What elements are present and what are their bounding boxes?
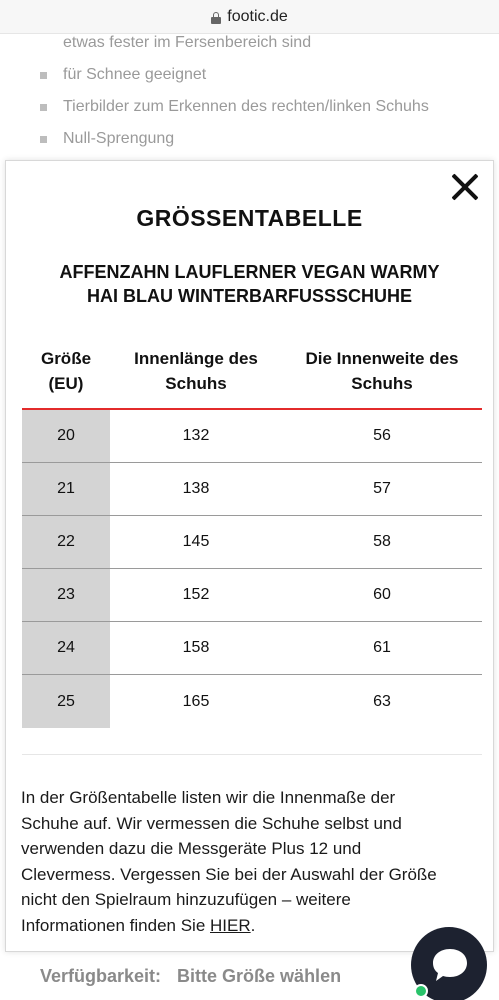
- availability-label: Verfügbarkeit:: [40, 966, 162, 986]
- browser-address-bar[interactable]: footic.de: [0, 0, 499, 34]
- bullet-icon: [40, 103, 47, 111]
- modal-title: GRÖSSENTABELLE: [136, 205, 363, 231]
- table-row: 25 165 63: [22, 675, 482, 728]
- length-cell: 145: [182, 533, 210, 550]
- length-cell: 132: [182, 427, 210, 444]
- header-divider: [22, 408, 482, 410]
- feature-text-continued: etwas fester im Fersenbereich sind: [63, 34, 312, 51]
- length-cell: 152: [182, 586, 210, 603]
- width-cell: 63: [373, 692, 391, 710]
- section-divider: [22, 754, 482, 755]
- table-row: 23 152 60: [22, 569, 482, 622]
- width-cell: 58: [373, 533, 391, 550]
- column-header-inner-length: Innenlänge des Schuhs: [134, 349, 258, 393]
- close-icon[interactable]: [450, 172, 480, 202]
- bullet-icon: [40, 71, 47, 79]
- table-row: 20 132 56: [22, 410, 482, 463]
- length-cell: 138: [182, 480, 210, 497]
- size-cell: 23: [22, 569, 110, 621]
- product-name: AFFENZAHN LAUFLERNER VEGAN WARMY HAI BLA…: [59, 262, 440, 306]
- bullet-icon: [40, 135, 47, 143]
- availability-value: Bitte Größe wählen: [177, 966, 342, 986]
- more-info-link[interactable]: HIER: [210, 915, 251, 935]
- width-cell: 60: [373, 586, 391, 603]
- feature-bullet: Null-Sprengung: [40, 130, 174, 148]
- url-text[interactable]: footic.de: [227, 7, 288, 25]
- width-cell: 57: [373, 480, 391, 497]
- lock-icon: [211, 11, 222, 24]
- size-cell: 24: [22, 622, 110, 674]
- size-cell: 22: [22, 516, 110, 568]
- table-row: 21 138 57: [22, 463, 482, 516]
- chat-bubble-icon: [433, 949, 467, 981]
- length-cell: 158: [182, 639, 210, 656]
- size-chart-description: In der Größentabelle listen wir die Inne…: [21, 788, 437, 935]
- size-cell: 21: [22, 463, 110, 515]
- length-cell: 165: [182, 692, 210, 710]
- column-header-size: Größe (EU): [40, 349, 92, 393]
- feature-bullet: Tierbilder zum Erkennen des rechten/link…: [40, 98, 429, 116]
- availability-line: Verfügbarkeit: Bitte Größe wählen: [40, 966, 341, 987]
- size-cell: 20: [22, 410, 110, 462]
- table-row: 24 158 61: [22, 622, 482, 675]
- online-status-dot: [414, 984, 428, 998]
- size-cell: 25: [22, 675, 110, 728]
- column-header-inner-width: Die Innenweite des Schuhs: [305, 349, 459, 393]
- table-row: 22 145 58: [22, 516, 482, 569]
- width-cell: 61: [373, 639, 391, 656]
- width-cell: 56: [373, 427, 391, 444]
- feature-bullet: für Schnee geeignet: [40, 66, 206, 84]
